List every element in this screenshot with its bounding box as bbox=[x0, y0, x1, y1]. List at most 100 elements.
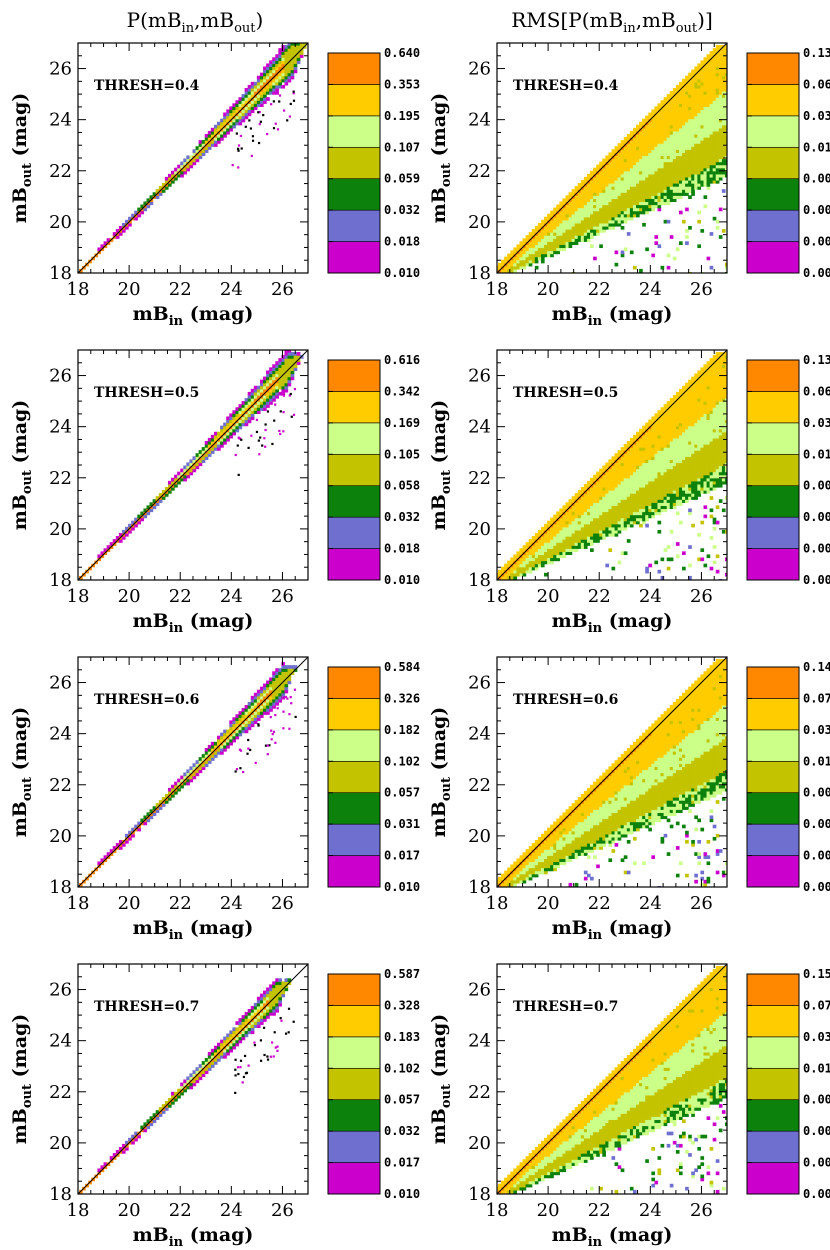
rms-cell bbox=[614, 161, 619, 166]
density-cell bbox=[137, 213, 141, 218]
rms-cell bbox=[685, 410, 689, 414]
density-cell bbox=[284, 75, 289, 80]
rms-cell bbox=[669, 450, 674, 454]
density-cell bbox=[186, 462, 191, 467]
rms-cell bbox=[718, 63, 723, 68]
rms-cell bbox=[614, 490, 619, 494]
rms-cell bbox=[709, 115, 714, 120]
rms-cell bbox=[590, 192, 594, 196]
density-cell bbox=[223, 118, 227, 123]
rms-cell bbox=[678, 431, 683, 436]
rms-cell bbox=[721, 137, 726, 141]
rms-cell bbox=[718, 81, 723, 86]
rms-cell bbox=[660, 407, 665, 411]
rms-cell bbox=[691, 416, 695, 421]
rms-cell bbox=[583, 532, 588, 537]
rms-cell bbox=[626, 520, 631, 525]
rms-cell bbox=[694, 152, 698, 157]
rms-cell bbox=[669, 502, 674, 506]
rms-cell bbox=[608, 523, 613, 528]
density-cell bbox=[253, 91, 258, 95]
rms-cell bbox=[605, 186, 610, 190]
rms-cell bbox=[590, 244, 594, 249]
rms-cell bbox=[593, 229, 597, 233]
rms-cell bbox=[697, 462, 702, 467]
rms-cell bbox=[709, 486, 714, 491]
density-cell bbox=[281, 54, 286, 58]
rms-cell bbox=[614, 477, 619, 482]
rms-cell bbox=[691, 431, 695, 436]
rms-cell bbox=[703, 382, 708, 387]
density-cell bbox=[287, 45, 292, 49]
density-cell bbox=[290, 43, 295, 46]
rms-cell bbox=[553, 219, 557, 224]
rms-cell bbox=[688, 195, 692, 199]
rms-cell bbox=[599, 198, 603, 203]
rms-cell bbox=[663, 440, 668, 445]
rms-cell bbox=[660, 149, 665, 153]
rms-cell bbox=[636, 520, 640, 525]
rms-cell bbox=[605, 155, 610, 160]
rms-cell bbox=[709, 428, 714, 433]
rms-cell bbox=[519, 253, 524, 258]
rms-cell bbox=[605, 563, 610, 568]
rms-cell bbox=[602, 201, 606, 206]
rms-cell bbox=[657, 508, 662, 513]
density-cell bbox=[220, 124, 224, 129]
rms-cell bbox=[620, 250, 625, 255]
rms-cell bbox=[712, 63, 717, 68]
rms-cell bbox=[651, 198, 656, 203]
rms-cell bbox=[642, 499, 646, 503]
density-cell bbox=[253, 398, 258, 402]
rms-cell bbox=[703, 468, 708, 473]
rms-cell bbox=[636, 505, 640, 510]
rms-cell bbox=[657, 505, 662, 510]
rms-cell bbox=[703, 97, 708, 101]
rms-cell bbox=[629, 493, 634, 497]
rms-cell bbox=[525, 256, 530, 261]
rms-cell bbox=[660, 459, 665, 464]
rms-cell bbox=[709, 477, 714, 482]
rms-cell bbox=[639, 499, 643, 503]
rms-cell bbox=[648, 431, 652, 436]
rms-cell bbox=[700, 407, 705, 411]
density-cell bbox=[204, 447, 209, 451]
rms-cell bbox=[639, 447, 643, 451]
rms-cell bbox=[574, 216, 579, 221]
rms-cell bbox=[651, 493, 656, 497]
rms-cell bbox=[709, 51, 714, 55]
rms-cell bbox=[709, 431, 714, 436]
density-cell bbox=[229, 422, 233, 427]
density-cell bbox=[275, 364, 279, 368]
density-cell bbox=[259, 379, 264, 384]
rms-cell bbox=[574, 502, 579, 506]
rms-cell bbox=[611, 502, 616, 506]
rms-cell bbox=[562, 517, 567, 522]
rms-cell bbox=[620, 152, 625, 157]
rms-cell bbox=[669, 112, 674, 117]
density-cell bbox=[118, 539, 123, 543]
density-cell bbox=[247, 94, 252, 98]
rms-cell bbox=[724, 69, 727, 74]
rms-cell bbox=[648, 496, 652, 500]
density-cell bbox=[275, 385, 279, 390]
rms-cell bbox=[571, 216, 576, 221]
rms-cell bbox=[657, 496, 662, 500]
rms-cell bbox=[608, 468, 613, 473]
rms-cell bbox=[675, 179, 680, 184]
rms-cell bbox=[651, 201, 656, 206]
rms-cell bbox=[685, 422, 689, 427]
density-cell bbox=[287, 66, 292, 71]
outlier-cell bbox=[258, 453, 261, 456]
rms-cell bbox=[697, 109, 702, 114]
rms-cell bbox=[666, 545, 671, 549]
rms-cell bbox=[663, 155, 668, 160]
rms-cell bbox=[648, 447, 652, 451]
density-cell bbox=[192, 152, 197, 157]
rms-cell bbox=[525, 545, 530, 549]
density-cell bbox=[272, 398, 276, 402]
rms-cell bbox=[590, 508, 594, 513]
rms-cell bbox=[672, 130, 677, 135]
rms-cell bbox=[651, 508, 656, 513]
density-cell bbox=[269, 376, 273, 381]
